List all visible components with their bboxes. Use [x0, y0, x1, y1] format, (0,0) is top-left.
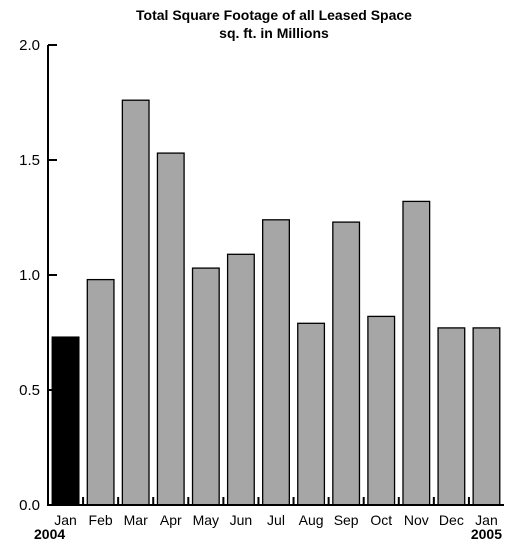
x-tick-label-2: Mar	[124, 512, 148, 528]
x-tick-label-0: Jan	[54, 512, 77, 528]
bar-0	[51, 336, 80, 506]
x-tick-label-11: Dec	[439, 512, 464, 528]
x-tick-label-6: Jul	[267, 512, 285, 528]
x-tick-label-12: Jan	[475, 512, 498, 528]
bar-4	[191, 267, 220, 506]
bars-group	[51, 99, 501, 506]
y-tick-label-4: 2.0	[19, 37, 40, 54]
x-tick-label-8: Sep	[334, 512, 359, 528]
y-tick-label-0: 0.0	[19, 497, 40, 514]
x-tick-label-9: Oct	[370, 512, 392, 528]
year-label-start: 2004	[34, 526, 65, 542]
bar-9	[367, 315, 396, 506]
y-tick-label-3: 1.5	[19, 152, 40, 169]
bar-10	[402, 200, 431, 506]
bar-7	[297, 322, 326, 506]
bar-12	[472, 327, 501, 506]
y-axis-ticks: 0.0 0.5 1.0 1.5 2.0	[19, 37, 57, 514]
chart-title: Total Square Footage of all Leased Space	[136, 7, 412, 23]
x-tick-label-7: Aug	[299, 512, 324, 528]
x-tick-label-5: Jun	[230, 512, 253, 528]
x-tick-label-3: Apr	[160, 512, 182, 528]
category-labels: Jan Feb Mar Apr May Jun Jul Aug Sep Oct Nov Dec Jan	[54, 512, 497, 528]
bar-6	[262, 219, 290, 506]
x-tick-label-1: Feb	[89, 512, 113, 528]
bar-8	[332, 221, 361, 506]
chart-subtitle: sq. ft. in Millions	[219, 25, 329, 41]
bar-3	[156, 152, 185, 506]
y-tick-label-2: 1.0	[19, 267, 40, 284]
bar-1	[86, 278, 115, 506]
x-axis-ticks	[82, 497, 470, 505]
y-tick-label-1: 0.5	[19, 382, 40, 399]
year-label-end: 2005	[471, 526, 502, 542]
bar-5	[226, 253, 255, 506]
bar-2	[121, 99, 150, 506]
x-tick-label-10: Nov	[404, 512, 429, 528]
x-tick-label-4: May	[193, 512, 219, 528]
bar-11	[437, 327, 466, 506]
